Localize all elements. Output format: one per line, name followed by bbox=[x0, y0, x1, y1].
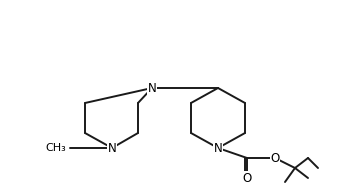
Text: N: N bbox=[213, 141, 222, 154]
Text: CH₃: CH₃ bbox=[45, 143, 66, 153]
Text: O: O bbox=[270, 152, 280, 165]
Text: N: N bbox=[148, 81, 156, 94]
Text: N: N bbox=[108, 141, 116, 154]
Text: O: O bbox=[242, 171, 252, 184]
